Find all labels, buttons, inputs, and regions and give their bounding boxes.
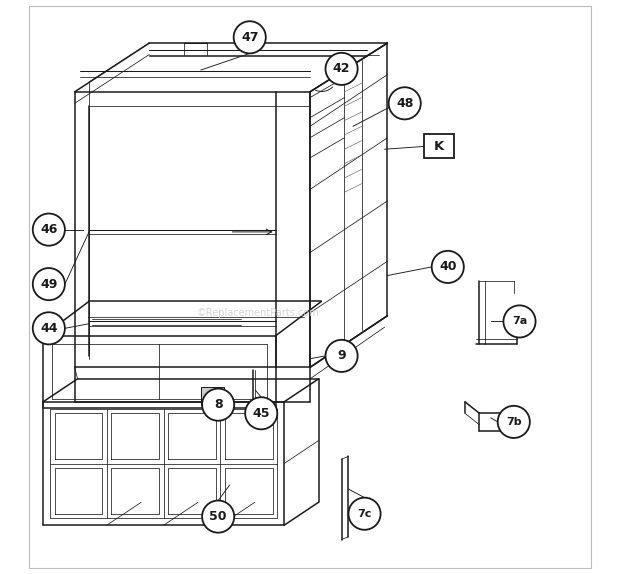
Circle shape (245, 397, 277, 429)
Text: 44: 44 (40, 322, 58, 335)
Circle shape (33, 268, 65, 300)
Circle shape (202, 389, 234, 421)
Text: 9: 9 (337, 350, 346, 362)
Circle shape (498, 406, 530, 438)
Text: 50: 50 (210, 510, 227, 523)
Text: ©ReplacementParts.com: ©ReplacementParts.com (197, 308, 320, 318)
Circle shape (234, 21, 266, 53)
Text: 40: 40 (439, 261, 456, 273)
Circle shape (33, 312, 65, 344)
Circle shape (202, 501, 234, 533)
Circle shape (33, 214, 65, 246)
Bar (424, 134, 454, 158)
Text: 46: 46 (40, 223, 58, 236)
Text: 45: 45 (252, 407, 270, 420)
Text: 49: 49 (40, 278, 58, 290)
Text: K: K (434, 140, 445, 153)
Circle shape (389, 87, 421, 119)
Circle shape (326, 53, 358, 85)
Text: 42: 42 (333, 63, 350, 75)
Bar (201, 387, 224, 405)
Circle shape (432, 251, 464, 283)
Circle shape (348, 498, 381, 530)
Circle shape (503, 305, 536, 338)
Text: 48: 48 (396, 97, 414, 110)
Text: 7a: 7a (512, 316, 527, 327)
Text: 7b: 7b (506, 417, 521, 427)
Circle shape (326, 340, 358, 372)
Text: 7c: 7c (357, 509, 372, 519)
Text: 8: 8 (214, 398, 223, 411)
Text: 47: 47 (241, 31, 259, 44)
